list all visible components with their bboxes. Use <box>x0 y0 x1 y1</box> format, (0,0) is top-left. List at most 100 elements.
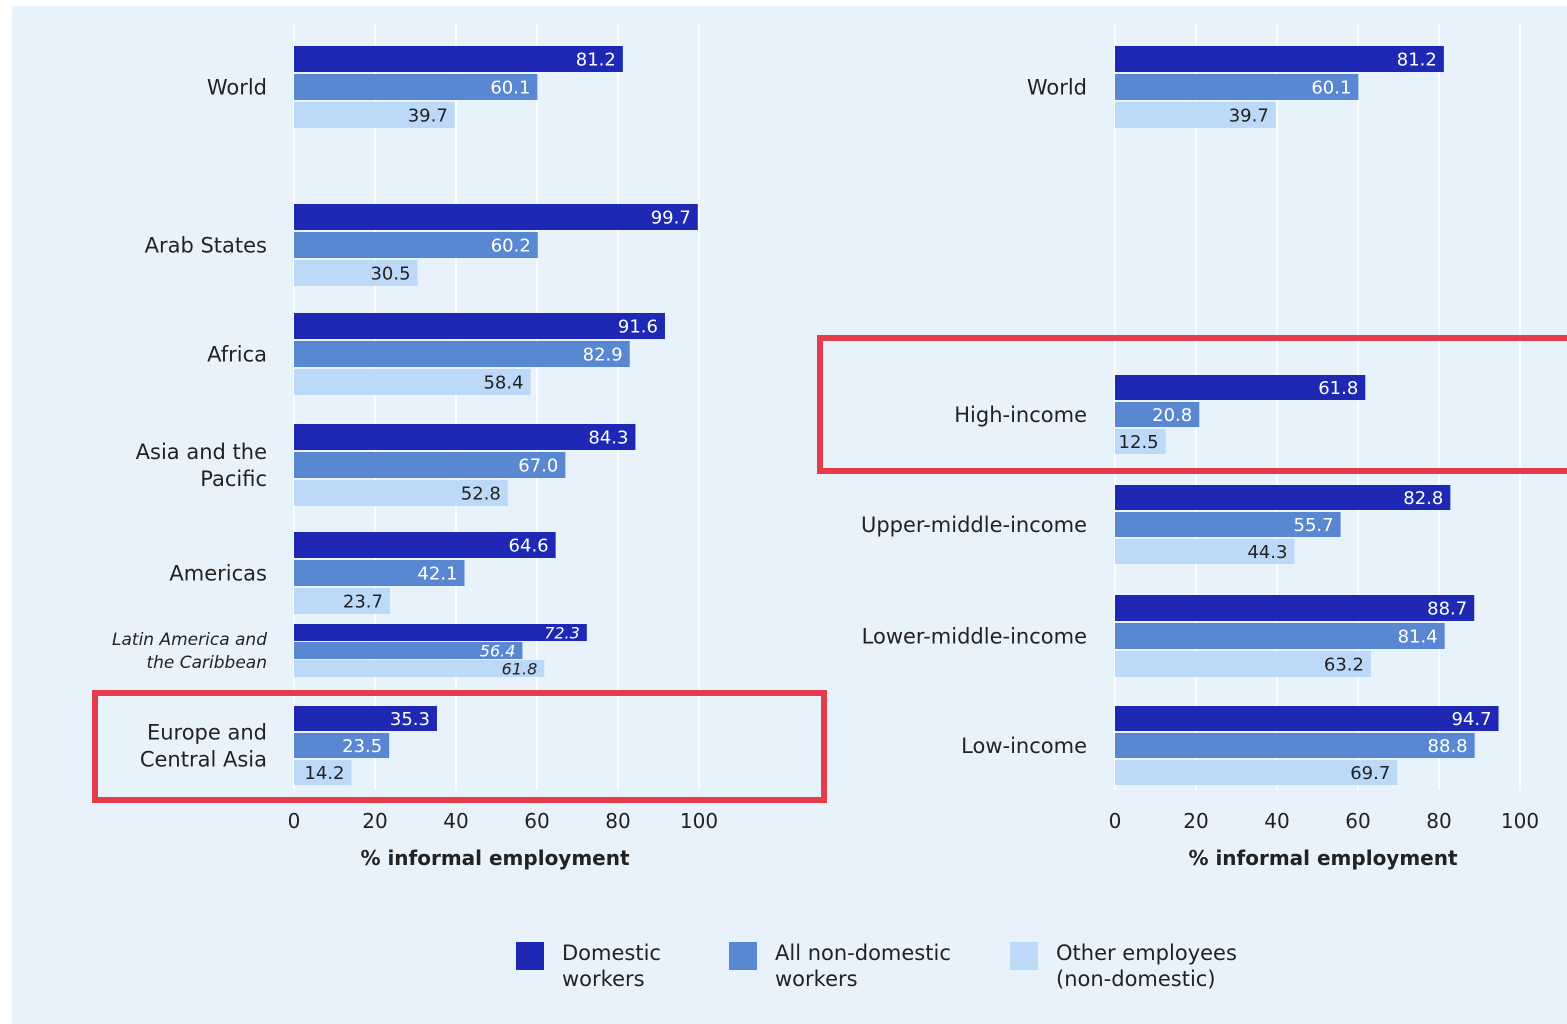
panel2-category-label-lower-middle-income: Lower-middle-income <box>862 625 1087 649</box>
panel1-data-label: 64.6 <box>509 535 549 556</box>
panel2-data-label: 94.7 <box>1451 709 1491 730</box>
legend-label-non-domestic: All non-domestic workers <box>775 941 951 991</box>
panel2-bar-upper-middle-income-s1 <box>1115 485 1451 510</box>
panel1-data-label: 14.2 <box>304 763 344 784</box>
panel1-category-label-world: World <box>207 76 267 100</box>
panel2-bar-lower-middle-income-s2 <box>1115 623 1445 649</box>
panel1-bar-africa-s1 <box>294 313 665 339</box>
panel1-category-label-arab-states: Arab States <box>145 234 267 258</box>
panel1-data-label: 30.5 <box>370 263 410 284</box>
panel2-x-tick-label: 80 <box>1426 809 1451 833</box>
panel1-data-label: 56.4 <box>480 641 516 660</box>
panel1-bar-asia-and-the-pacific-s3 <box>294 480 508 506</box>
panel1-data-label: 67.0 <box>518 455 558 476</box>
panel2-data-label: 55.7 <box>1294 515 1334 536</box>
panel1-data-label: 58.4 <box>483 372 523 393</box>
panel2-bar-low-income-s1 <box>1115 706 1499 731</box>
panel2-x-tick-label: 0 <box>1109 809 1122 833</box>
panel2-bar-high-income-s2 <box>1115 402 1200 427</box>
panel1-category-label-africa: Africa <box>207 343 267 367</box>
panel2-x-tick-label: 20 <box>1183 809 1208 833</box>
legend-item-domestic: Domestic workers <box>516 940 682 992</box>
panel2-bar-lower-middle-income-s3 <box>1115 651 1371 677</box>
panel2-category-label-world: World <box>1027 76 1087 100</box>
panel2-data-label: 88.7 <box>1427 598 1467 619</box>
panel1-bar-world-s3 <box>294 102 455 128</box>
panel2-data-label: 60.1 <box>1311 77 1351 98</box>
panel1-x-tick-label: 100 <box>680 809 718 833</box>
legend-swatch-non-domestic <box>729 942 757 970</box>
panel1-bar-world-s1 <box>294 46 623 72</box>
panel2-data-label: 81.4 <box>1398 626 1438 647</box>
panel1-bar-arab-states-s3 <box>294 260 418 286</box>
panel2-bar-upper-middle-income-s3 <box>1115 539 1295 564</box>
panel2-data-label: 81.2 <box>1397 49 1437 70</box>
panel2-data-label: 12.5 <box>1119 432 1159 453</box>
panel1-data-label: 84.3 <box>588 427 628 448</box>
panel1-bar-arab-states-s1 <box>294 204 698 230</box>
legend-label-other: Other employees (non-domestic) <box>1056 941 1237 991</box>
panel1-x-tick-label: 80 <box>605 809 630 833</box>
panel2-bar-upper-middle-income-s2 <box>1115 512 1341 537</box>
panel1-data-label: 60.2 <box>491 235 531 256</box>
panel1-bar-europe-and-central-asia-s2 <box>294 733 390 758</box>
panel2-bar-high-income-s1 <box>1115 375 1366 400</box>
panel2-data-label: 61.8 <box>1318 378 1358 399</box>
panel1-bar-world-s2 <box>294 74 538 100</box>
panel1-bar-africa-s3 <box>294 369 531 395</box>
panel1-bar-latin-america-and-the-caribbean-s3 <box>294 660 545 677</box>
panel1-bar-americas-s1 <box>294 532 556 558</box>
panel1-bar-asia-and-the-pacific-s1 <box>294 424 636 450</box>
panel1-x-tick-label: 60 <box>524 809 549 833</box>
panel1-data-label: 81.2 <box>576 49 616 70</box>
panel1-data-label: 82.9 <box>583 344 623 365</box>
panel1-data-label: 61.8 <box>502 659 538 678</box>
panel2-category-label-low-income: Low-income <box>961 734 1087 758</box>
panel2-bar-world-s2 <box>1115 74 1359 100</box>
panel2-highlight-box <box>817 335 1567 474</box>
panel2-bar-world-s1 <box>1115 46 1444 72</box>
panel1-data-label: 23.5 <box>342 736 382 757</box>
legend-label-domestic: Domestic workers <box>562 941 661 991</box>
panel1-bar-asia-and-the-pacific-s2 <box>294 452 566 478</box>
panel1-category-label-americas: Americas <box>169 562 267 586</box>
panel1-data-label: 35.3 <box>390 709 430 730</box>
panel1-highlight-box <box>92 690 827 803</box>
panel1-x-tick-label: 20 <box>362 809 387 833</box>
panel2-bar-low-income-s3 <box>1115 760 1398 785</box>
panel2-x-axis-label: % informal employment <box>1188 846 1458 870</box>
panel1-x-tick-label: 0 <box>288 809 301 833</box>
panel1-data-label: 91.6 <box>618 316 658 337</box>
panel2-data-label: 44.3 <box>1247 542 1287 563</box>
panel1-bar-americas-s2 <box>294 560 465 586</box>
panel1-category-label-latin-america-and-the-caribbean: Latin America and the Caribbean <box>112 630 267 673</box>
panel1-bar-americas-s3 <box>294 588 390 614</box>
panel2-bar-lower-middle-income-s1 <box>1115 595 1475 621</box>
panel1-data-label: 39.7 <box>408 105 448 126</box>
panel2-bar-low-income-s2 <box>1115 733 1475 758</box>
panel1-data-label: 42.1 <box>417 563 457 584</box>
panel2-data-label: 69.7 <box>1350 763 1390 784</box>
legend-item-other: Other employees (non-domestic) <box>1010 940 1256 992</box>
panel1-data-label: 99.7 <box>651 207 691 228</box>
panel2-data-label: 39.7 <box>1229 105 1269 126</box>
legend-swatch-domestic <box>516 942 544 970</box>
panel1-data-label: 23.7 <box>343 591 383 612</box>
panel1-x-tick-label: 40 <box>443 809 468 833</box>
panel2-x-tick-label: 100 <box>1501 809 1539 833</box>
panel1-bar-latin-america-and-the-caribbean-s2 <box>294 642 523 659</box>
panel2-bar-world-s3 <box>1115 102 1276 128</box>
panel2-bar-high-income-s3 <box>1115 429 1166 454</box>
legend-item-non-domestic: All non-domestic workers <box>729 940 975 992</box>
legend-swatch-other <box>1010 942 1038 970</box>
panel1-bar-europe-and-central-asia-s3 <box>294 760 352 785</box>
panel1-bar-africa-s2 <box>294 341 630 367</box>
panel2-x-tick-label: 40 <box>1264 809 1289 833</box>
panel1-data-label: 52.8 <box>461 483 501 504</box>
panel1-bar-latin-america-and-the-caribbean-s1 <box>294 624 587 641</box>
panel2-category-label-high-income: High-income <box>954 403 1087 427</box>
panel2-data-label: 82.8 <box>1403 488 1443 509</box>
panel2-data-label: 20.8 <box>1152 405 1192 426</box>
panel2-x-tick-label: 60 <box>1345 809 1370 833</box>
